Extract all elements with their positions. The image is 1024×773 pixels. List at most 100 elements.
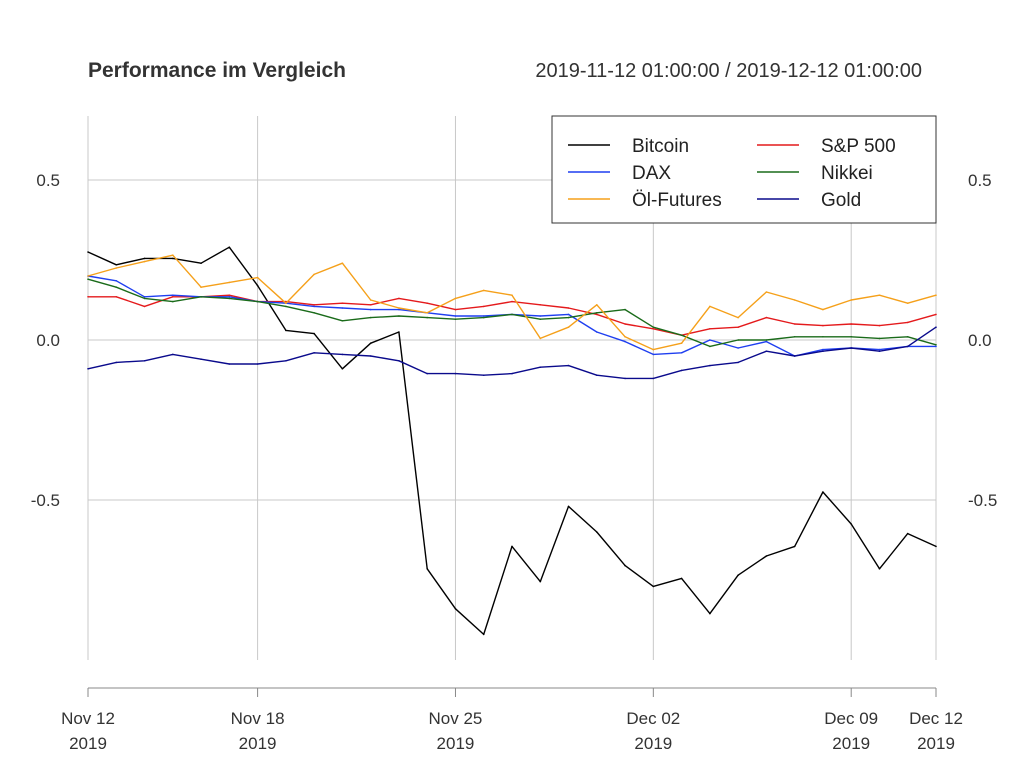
data-point — [850, 336, 852, 338]
data-point — [256, 363, 259, 365]
x-tick-label: Nov 25 — [429, 709, 483, 728]
data-point — [511, 300, 513, 303]
data-point — [850, 299, 852, 301]
data-point — [172, 300, 174, 303]
data-point — [935, 345, 937, 348]
data-point — [652, 585, 655, 588]
data-point — [482, 374, 485, 377]
data-point — [652, 328, 655, 330]
data-point — [935, 344, 937, 346]
data-point — [87, 296, 89, 298]
data-point — [793, 545, 796, 548]
data-point — [878, 294, 881, 297]
data-point — [652, 326, 655, 329]
data-point — [596, 331, 598, 333]
series-bitcoin — [87, 246, 937, 636]
data-point — [822, 308, 824, 311]
y-tick-label-left: -0.5 — [31, 491, 60, 510]
data-point — [341, 302, 344, 305]
series-dax — [87, 275, 937, 357]
data-point — [369, 316, 372, 319]
data-point — [341, 368, 344, 370]
data-point — [709, 345, 711, 348]
data-point — [737, 326, 739, 329]
data-point — [482, 633, 485, 636]
data-point — [680, 352, 683, 354]
data-point — [369, 355, 372, 357]
data-point — [906, 302, 909, 305]
data-point — [793, 355, 796, 357]
data-point — [369, 304, 372, 306]
data-point — [143, 257, 146, 260]
data-point — [539, 580, 542, 583]
data-point — [285, 360, 287, 362]
data-point — [624, 336, 626, 338]
data-point — [426, 568, 429, 570]
y-tick-label-right: 0.5 — [968, 171, 992, 190]
legend-label: Nikkei — [821, 163, 873, 184]
x-tick-year-label: 2019 — [917, 734, 955, 753]
data-point — [426, 372, 429, 375]
legend-box — [551, 115, 937, 224]
data-point — [680, 577, 683, 580]
data-point — [482, 316, 485, 319]
x-tick-label: Dec 02 — [626, 709, 680, 728]
data-point — [398, 315, 400, 317]
legend: Bitcoin S&P 500 DAX Nikkei Öl-Futures Gold — [551, 115, 937, 224]
data-point — [652, 353, 655, 356]
axes: 0.5 0.5 0.0 0.0 -0.5 -0.5 Nov 12 2019 Nov 18 2019… — [31, 171, 998, 753]
data-point — [200, 262, 202, 265]
data-point — [454, 372, 457, 375]
data-point — [172, 294, 174, 297]
data-point — [539, 318, 542, 321]
data-point — [426, 302, 429, 305]
data-point — [228, 294, 231, 297]
data-point — [398, 308, 400, 311]
data-point — [313, 304, 315, 306]
data-point — [906, 532, 909, 535]
data-point — [313, 273, 315, 276]
data-point — [906, 345, 909, 348]
data-point — [256, 276, 259, 279]
series--l-futures — [87, 254, 937, 351]
data-point — [539, 315, 542, 317]
data-point — [822, 336, 824, 338]
data-point — [596, 312, 598, 314]
data-point — [228, 246, 231, 248]
data-point — [822, 350, 824, 353]
data-point — [624, 308, 626, 311]
data-point — [596, 313, 598, 316]
data-point — [482, 305, 485, 308]
data-point — [228, 281, 231, 284]
data-point — [596, 374, 598, 377]
data-point — [256, 284, 259, 287]
data-point — [567, 364, 570, 367]
data-point — [115, 264, 118, 266]
data-point — [369, 342, 372, 345]
series-s-p-500 — [87, 294, 937, 337]
data-point — [822, 324, 824, 327]
data-point — [313, 312, 315, 314]
data-point — [709, 328, 711, 330]
data-point — [680, 334, 683, 337]
data-point — [906, 321, 909, 324]
data-point — [737, 361, 739, 364]
data-point — [172, 353, 174, 356]
data-point — [737, 574, 739, 576]
data-point — [115, 280, 118, 282]
data-point — [482, 315, 485, 317]
data-point — [398, 297, 400, 300]
data-point — [793, 299, 796, 301]
data-point — [652, 348, 655, 351]
data-point — [709, 305, 711, 308]
y-tick-label-right: -0.5 — [968, 491, 997, 510]
data-point — [172, 257, 174, 260]
data-point — [709, 339, 711, 341]
x-tick-year-label: 2019 — [239, 734, 277, 753]
data-point — [341, 353, 344, 356]
legend-label: Gold — [821, 190, 861, 211]
data-point — [624, 564, 626, 567]
data-point — [228, 363, 231, 365]
